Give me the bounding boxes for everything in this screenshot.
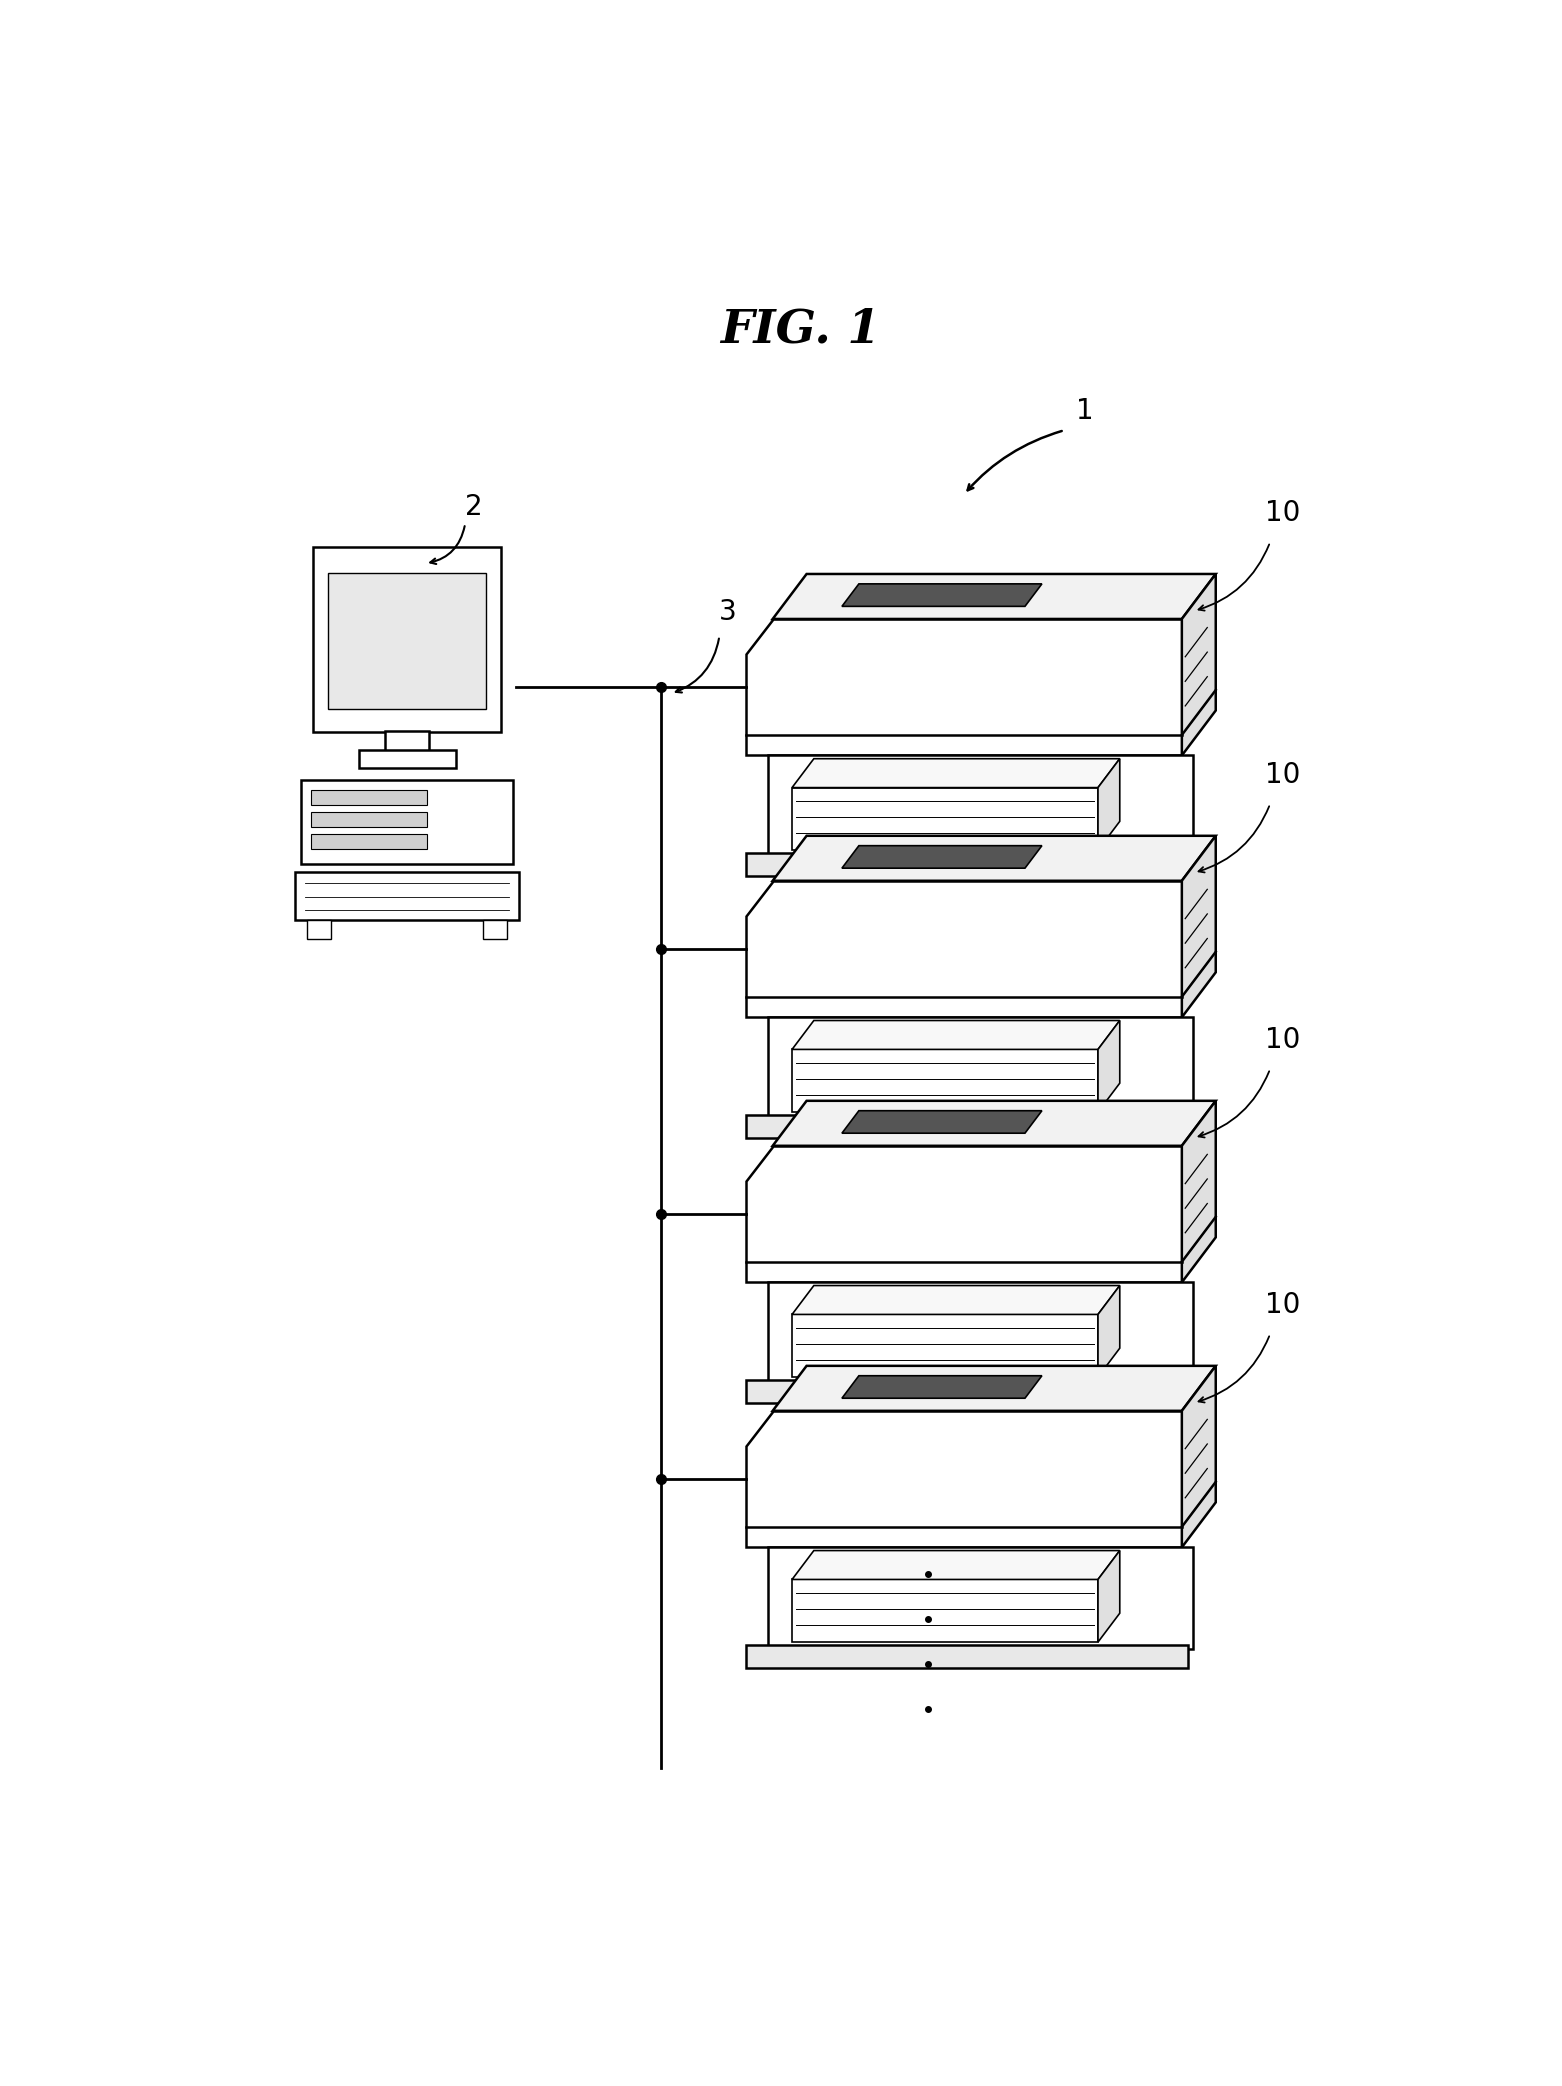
Bar: [483, 920, 508, 939]
Polygon shape: [747, 1410, 1182, 1548]
Polygon shape: [773, 836, 1215, 880]
Bar: [308, 920, 331, 939]
Polygon shape: [1098, 1020, 1120, 1112]
Bar: [311, 811, 428, 828]
Polygon shape: [1098, 759, 1120, 851]
Polygon shape: [747, 880, 1182, 1018]
Bar: [747, 1646, 1189, 1669]
Polygon shape: [769, 1018, 1193, 1118]
Bar: [301, 780, 512, 864]
Polygon shape: [792, 1020, 1120, 1049]
Bar: [792, 789, 1098, 851]
Polygon shape: [842, 845, 1042, 868]
Polygon shape: [1098, 1285, 1120, 1377]
Bar: [314, 547, 501, 732]
Polygon shape: [773, 1366, 1215, 1410]
Polygon shape: [773, 1101, 1215, 1145]
Polygon shape: [842, 584, 1042, 607]
Polygon shape: [1098, 1550, 1120, 1642]
Polygon shape: [1182, 1366, 1215, 1548]
Bar: [311, 791, 428, 805]
Polygon shape: [769, 1548, 1193, 1648]
Text: 10: 10: [1265, 1291, 1300, 1318]
Bar: [792, 1049, 1098, 1112]
Polygon shape: [842, 1377, 1042, 1398]
Text: 1: 1: [1076, 396, 1093, 426]
Text: 2: 2: [465, 492, 483, 522]
Bar: [747, 853, 1189, 876]
Bar: [747, 1116, 1189, 1137]
Bar: [792, 1579, 1098, 1642]
Polygon shape: [769, 1283, 1193, 1383]
Bar: [792, 1314, 1098, 1377]
Polygon shape: [792, 759, 1120, 789]
Polygon shape: [747, 1145, 1182, 1283]
Bar: [386, 730, 430, 751]
Polygon shape: [747, 620, 1182, 755]
Polygon shape: [1182, 574, 1215, 755]
Text: 10: 10: [1265, 499, 1300, 528]
Text: 10: 10: [1265, 761, 1300, 789]
Polygon shape: [792, 1285, 1120, 1314]
Text: FIG. 1: FIG. 1: [720, 307, 881, 353]
Bar: [747, 1381, 1189, 1402]
Polygon shape: [842, 1110, 1042, 1133]
Polygon shape: [792, 1550, 1120, 1579]
Text: 3: 3: [719, 599, 737, 626]
Bar: [359, 749, 456, 768]
Bar: [328, 572, 486, 709]
Bar: [311, 834, 428, 849]
Polygon shape: [773, 574, 1215, 620]
Text: 10: 10: [1265, 1026, 1300, 1053]
Polygon shape: [1182, 1101, 1215, 1283]
Bar: [295, 872, 519, 920]
Polygon shape: [1182, 836, 1215, 1018]
Polygon shape: [769, 755, 1193, 857]
